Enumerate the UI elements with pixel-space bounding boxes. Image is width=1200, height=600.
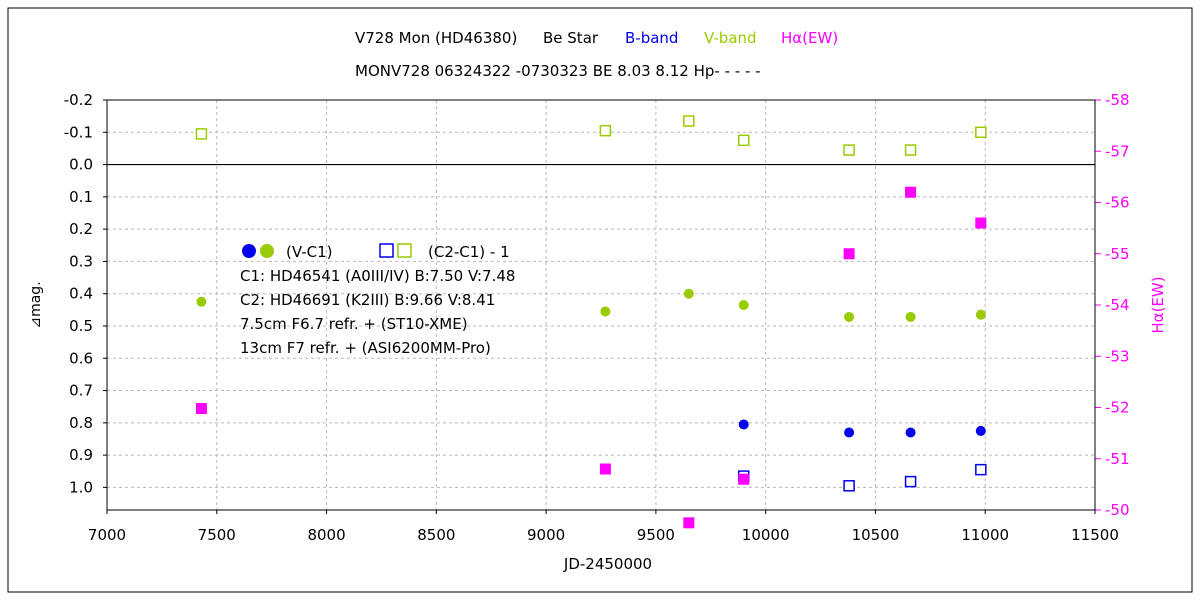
- x-tick-label: 7000: [88, 526, 126, 544]
- x-tick-label: 10500: [852, 526, 900, 544]
- legend-b-circle: [242, 244, 256, 258]
- data-point: [599, 124, 612, 137]
- chart-frame: [7, 7, 1193, 593]
- y-tick-label-right: -57: [1105, 142, 1130, 160]
- legend: (V-C1) (C2-C1) - 1 C1: HD46541 (A0III/IV…: [240, 243, 515, 357]
- y-tick-label-left: 0.9: [69, 446, 93, 464]
- y-tick-label-left: 0.5: [69, 317, 93, 335]
- legend-line-c1: C1: HD46541 (A0III/IV) B:7.50 V:7.48: [240, 267, 515, 285]
- y-tick-label-left: 0.7: [69, 382, 93, 400]
- legend-label-c2c1: (C2-C1) - 1: [428, 243, 510, 261]
- tick-labels: 7000 7500 8000 8500 9000 9500 10000 10500 11000 1…: [64, 91, 1130, 544]
- legend-line-scope2: 13cm F7 refr. + (ASI6200MM-Pro): [240, 339, 491, 357]
- y-axis-label-right: Hα(EW): [1149, 276, 1167, 333]
- data-points: [195, 115, 987, 529]
- data-point: [905, 311, 916, 322]
- y-tick-label-right: -51: [1105, 450, 1130, 468]
- data-point: [975, 425, 986, 436]
- title-line2: MONV728 06324322 -0730323 BE 8.03 8.12 H…: [355, 62, 761, 80]
- data-point: [683, 517, 695, 529]
- data-point: [196, 296, 207, 307]
- data-point: [738, 300, 749, 310]
- data-point: [843, 248, 855, 260]
- data-point: [683, 288, 694, 299]
- y-tick-label-left: 0.1: [69, 188, 93, 206]
- legend-line-c2: C2: HD46691 (K2III) B:9.66 V:8.41: [240, 291, 495, 309]
- plot-frame: [106, 99, 1096, 511]
- y-tick-label-right: -53: [1105, 347, 1130, 365]
- data-point: [905, 427, 916, 438]
- y-tick-label-right: -56: [1105, 194, 1130, 212]
- data-point: [683, 115, 695, 127]
- data-point: [975, 126, 987, 139]
- y-tick-label-right: -55: [1105, 245, 1130, 263]
- legend-label-vc1: (V-C1): [286, 243, 333, 261]
- data-point: [904, 475, 917, 488]
- legend-line-scope1: 7.5cm F6.7 refr. + (ST10-XME): [240, 315, 468, 333]
- data-point: [904, 144, 917, 156]
- data-point: [737, 134, 750, 147]
- data-point: [975, 217, 987, 229]
- x-axis-label: JD-2450000: [563, 555, 652, 573]
- y-tick-label-left: 0.4: [69, 285, 93, 303]
- y-axis-label-left: ⊿mag.: [28, 281, 44, 328]
- x-tick-label: 11500: [1071, 526, 1119, 544]
- data-point: [843, 480, 855, 492]
- y-tick-label-right: -52: [1105, 399, 1130, 417]
- title-bband: B-band: [625, 29, 678, 47]
- data-point: [844, 311, 855, 322]
- legend-v-circle: [260, 244, 274, 258]
- x-tick-label: 9000: [527, 526, 565, 544]
- title-vband: V-band: [704, 29, 757, 47]
- data-point: [975, 463, 987, 476]
- data-point: [600, 306, 611, 317]
- y-tick-label-left: 0.2: [69, 220, 93, 238]
- y-tick-label-left: 0.0: [69, 156, 93, 174]
- data-point: [905, 186, 917, 198]
- x-tick-label: 8000: [307, 526, 345, 544]
- data-point: [599, 463, 611, 475]
- y-tick-label-left: 0.8: [69, 414, 93, 432]
- data-point: [844, 427, 855, 438]
- data-point: [195, 128, 208, 140]
- legend-b-square: [379, 243, 394, 258]
- y-tick-label-left: -0.2: [64, 91, 93, 109]
- x-tick-label: 8500: [417, 526, 455, 544]
- x-tick-label: 9500: [637, 526, 675, 544]
- y-tick-label-left: 0.3: [69, 252, 93, 270]
- y-tick-label-right: -54: [1105, 296, 1130, 314]
- title-kind: Be Star: [543, 29, 599, 47]
- y-tick-label-left: -0.1: [64, 123, 93, 141]
- x-tick-label: 7500: [198, 526, 236, 544]
- data-point: [738, 473, 750, 485]
- y-tick-label-left: 1.0: [69, 478, 93, 496]
- x-tick-label: 11000: [961, 526, 1009, 544]
- data-point: [843, 144, 855, 156]
- y-tick-label-right: -50: [1105, 501, 1130, 519]
- title-star: V728 Mon (HD46380): [355, 29, 517, 47]
- legend-v-square: [397, 243, 412, 258]
- data-point: [975, 309, 986, 320]
- x-tick-label: 10000: [742, 526, 790, 544]
- data-point: [738, 419, 749, 430]
- axes: [103, 99, 1101, 514]
- grid-lines: [107, 100, 1095, 510]
- title-halpha: Hα(EW): [781, 29, 838, 47]
- y-tick-label-right: -58: [1105, 91, 1130, 109]
- data-point: [195, 403, 207, 415]
- y-tick-label-left: 0.6: [69, 349, 93, 367]
